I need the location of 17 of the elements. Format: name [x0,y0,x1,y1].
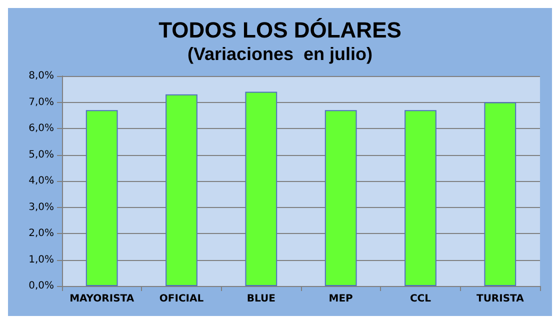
y-tick-label: 1,0% [28,254,54,266]
y-tick-label: 3,0% [28,202,54,213]
y-tick-label: 0,0% [28,280,54,292]
x-tick-label: TURISTA [476,294,524,304]
x-tick-label: MEP [328,294,353,304]
y-tick-label: 7,0% [28,96,54,108]
chart-subtitle: (Variaciones en julio) [187,44,373,64]
x-tick-label: MAYORISTA [70,294,134,304]
x-tick-label: OFICIAL [159,294,204,304]
y-tick-label: 8,0% [28,70,54,82]
x-tick-label: BLUE [246,294,276,304]
x-tick-label: CCL [410,294,432,304]
y-tick-label: 4,0% [28,176,54,186]
y-tick-label: 5,0% [28,149,54,160]
y-tick-label: 6,0% [28,123,54,134]
y-tick-label: 2,0% [28,228,54,239]
chart-title: TODOS LOS DÓLARES [158,18,402,42]
